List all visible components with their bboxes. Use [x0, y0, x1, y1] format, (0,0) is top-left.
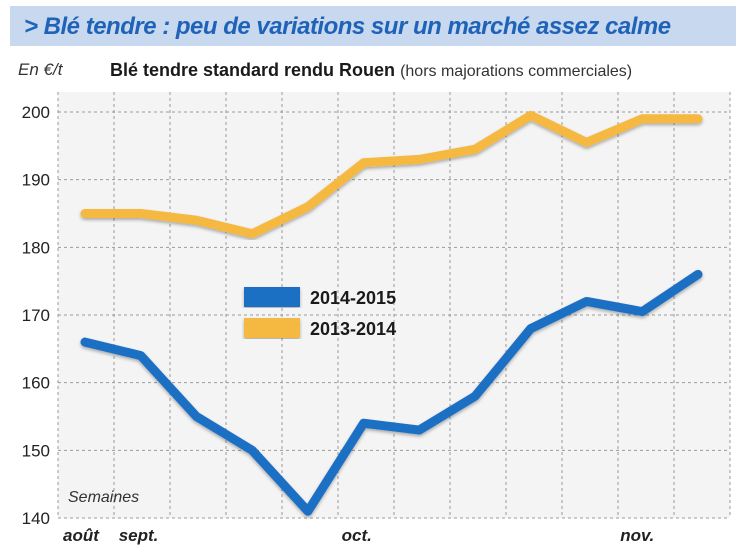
x-tick-labels: août sept. oct. nov.: [63, 526, 654, 545]
page-title: > Blé tendre : peu de variations sur un …: [24, 13, 671, 40]
x-tick-label: oct.: [342, 526, 372, 545]
series-lines: [80, 110, 703, 516]
x-tick-label: nov.: [620, 526, 654, 545]
y-tick-label: 170: [22, 306, 50, 325]
y-tick-label: 150: [22, 441, 50, 460]
chart-title: Blé tendre standard rendu Rouen (hors ma…: [110, 60, 632, 81]
y-tick-label: 190: [22, 171, 50, 190]
legend-swatch: [244, 318, 300, 338]
y-tick-labels: 140 150 160 170 180 190 200: [22, 103, 50, 528]
x-axis-label: Semaines: [68, 489, 139, 506]
y-tick-label: 180: [22, 238, 50, 257]
chart-title-main: Blé tendre standard rendu Rouen: [110, 60, 396, 80]
title-bar: > Blé tendre : peu de variations sur un …: [10, 6, 736, 46]
grid: [57, 92, 731, 519]
legend-label: 2013-2014: [310, 319, 396, 339]
x-tick-label: sept.: [119, 526, 159, 545]
y-tick-label: 140: [22, 509, 50, 528]
legend: 2014-2015 2013-2014: [244, 287, 396, 339]
chart-title-note: (hors majorations commerciales): [400, 63, 633, 80]
series-line-2013-2014: [80, 110, 703, 239]
y-tick-label: 160: [22, 374, 50, 393]
x-tick-label: août: [63, 526, 100, 545]
series-line-2014-2015: [80, 269, 703, 516]
legend-swatch: [244, 287, 300, 307]
y-axis-unit-label: En €/t: [18, 60, 63, 79]
y-tick-label: 200: [22, 103, 50, 122]
legend-label: 2014-2015: [310, 288, 396, 308]
